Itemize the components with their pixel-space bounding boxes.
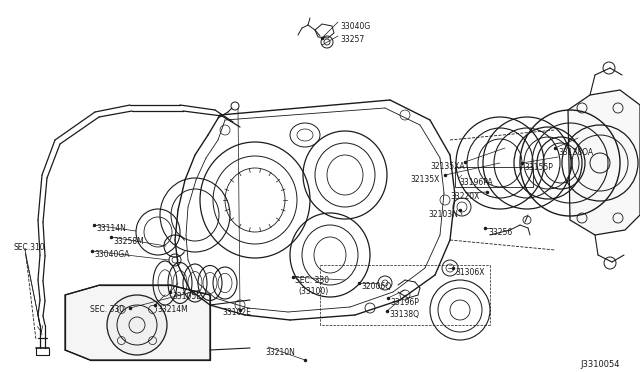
Text: 33196PA: 33196PA [459,178,493,187]
Text: 33105E: 33105E [172,292,201,301]
Text: 33114N: 33114N [96,224,126,233]
Circle shape [107,295,167,355]
Text: 33040GA: 33040GA [94,250,129,259]
Polygon shape [568,90,640,235]
Text: 32135XA: 32135XA [430,162,465,171]
Text: 33102E: 33102E [222,308,251,317]
Text: SEC.310: SEC.310 [14,243,45,252]
Text: 33155P: 33155P [524,163,553,172]
Text: 33214M: 33214M [157,305,188,314]
Text: 31306X: 31306X [455,268,484,277]
Text: 33138OA: 33138OA [558,148,593,157]
Text: 33196P: 33196P [390,298,419,307]
Text: SEC. 330: SEC. 330 [295,276,329,285]
Text: 33138Q: 33138Q [389,310,419,319]
Text: 33220X: 33220X [450,192,479,201]
Text: 32135X: 32135X [410,175,440,184]
Text: J3310054: J3310054 [580,360,620,369]
Text: 32103N: 32103N [428,210,458,219]
Text: SEC. 330: SEC. 330 [90,305,124,314]
Text: 33257: 33257 [340,35,364,44]
Text: 33256: 33256 [488,228,512,237]
Text: 33258M: 33258M [113,237,144,246]
Text: (33100): (33100) [298,287,328,296]
Polygon shape [65,285,210,360]
Text: 33210N: 33210N [265,348,295,357]
Bar [455,167,533,187]
Text: 32006Q: 32006Q [361,282,391,291]
Text: 33040G: 33040G [340,22,371,31]
